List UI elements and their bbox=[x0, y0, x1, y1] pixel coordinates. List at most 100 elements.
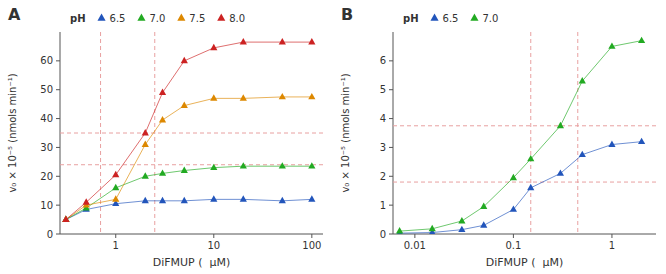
data-point bbox=[181, 197, 188, 203]
y-tick-label: 60 bbox=[40, 55, 53, 66]
plot-area bbox=[393, 32, 656, 234]
data-point bbox=[62, 216, 69, 222]
data-point bbox=[210, 195, 217, 201]
legend-marker bbox=[217, 14, 225, 21]
legend-label: 7.0 bbox=[482, 13, 498, 24]
y-tick-label: 40 bbox=[40, 113, 53, 124]
data-point bbox=[308, 38, 315, 44]
data-point bbox=[83, 198, 90, 204]
x-tick-label: 1 bbox=[609, 240, 615, 251]
data-point bbox=[240, 162, 247, 168]
x-tick bbox=[213, 234, 214, 238]
data-point bbox=[279, 93, 286, 99]
data-point bbox=[159, 197, 166, 203]
y-axis-label: v₀ × 10⁻⁵ (nmols min⁻¹) bbox=[340, 73, 351, 192]
y-tick bbox=[389, 234, 393, 235]
plot-area bbox=[60, 32, 323, 234]
legend-label: 6.5 bbox=[443, 13, 459, 24]
data-point bbox=[62, 216, 69, 222]
reference-line bbox=[577, 32, 578, 234]
y-axis-label: v₀ × 10⁻⁵ (nmols min⁻¹) bbox=[7, 73, 18, 192]
chart-root: 0102030405060110100DiFMUP ( μM)v₀ × 10⁻⁵… bbox=[0, 0, 666, 274]
data-point bbox=[142, 129, 149, 135]
legend-label: 6.5 bbox=[110, 13, 126, 24]
y-tick bbox=[389, 89, 393, 90]
data-point bbox=[308, 162, 315, 168]
data-point bbox=[308, 93, 315, 99]
legend: pH6.57.07.58.0 bbox=[70, 13, 245, 24]
legend-marker bbox=[470, 14, 478, 21]
y-tick bbox=[389, 118, 393, 119]
data-point bbox=[527, 155, 534, 161]
legend-marker bbox=[137, 14, 145, 21]
y-tick bbox=[389, 60, 393, 61]
data-point bbox=[638, 37, 645, 43]
data-point bbox=[112, 195, 119, 201]
y-tick-label: 2 bbox=[380, 171, 386, 182]
reference-line bbox=[60, 133, 323, 134]
legend: pH 6.5 7.0 bbox=[403, 13, 498, 24]
x-tick bbox=[414, 234, 415, 238]
data-point bbox=[279, 162, 286, 168]
x-axis-label: DiFMUP ( μM) bbox=[153, 256, 231, 269]
data-point bbox=[181, 167, 188, 173]
y-tick-label: 5 bbox=[380, 84, 386, 95]
x-tick-label: 10 bbox=[207, 240, 220, 251]
legend-label: 7.5 bbox=[189, 13, 205, 24]
x-tick bbox=[513, 234, 514, 238]
x-tick bbox=[311, 234, 312, 238]
data-point bbox=[142, 172, 149, 178]
data-point bbox=[159, 116, 166, 122]
reference-line bbox=[154, 32, 155, 234]
y-tick-label: 20 bbox=[40, 171, 53, 182]
panel-title: A bbox=[8, 5, 21, 24]
data-point bbox=[112, 184, 119, 190]
y-tick-label: 3 bbox=[380, 142, 386, 153]
x-tick-label: 0.01 bbox=[404, 240, 426, 251]
data-point bbox=[181, 57, 188, 63]
data-point bbox=[210, 164, 217, 170]
panel: 01234560.010.11DiFMUP ( μM)v₀ × 10⁻⁵ (nm… bbox=[340, 5, 656, 269]
legend-marker bbox=[177, 14, 185, 21]
data-point bbox=[112, 171, 119, 177]
data-point bbox=[210, 94, 217, 100]
x-axis-line bbox=[60, 234, 323, 235]
data-point bbox=[557, 169, 564, 175]
y-tick bbox=[56, 147, 60, 148]
data-point bbox=[142, 197, 149, 203]
y-tick bbox=[389, 147, 393, 148]
data-point bbox=[480, 221, 487, 227]
data-point bbox=[480, 203, 487, 209]
series-line bbox=[66, 97, 312, 220]
data-point bbox=[279, 38, 286, 44]
y-tick bbox=[389, 205, 393, 206]
data-point bbox=[159, 89, 166, 95]
y-tick bbox=[56, 60, 60, 61]
legend-title: pH bbox=[70, 13, 86, 24]
data-point bbox=[240, 38, 247, 44]
data-point bbox=[510, 205, 517, 211]
y-tick-label: 10 bbox=[40, 200, 53, 211]
x-tick bbox=[115, 234, 116, 238]
series-line bbox=[66, 166, 312, 219]
data-point bbox=[608, 42, 615, 48]
data-point bbox=[142, 141, 149, 147]
y-tick-label: 6 bbox=[380, 55, 386, 66]
y-tick bbox=[56, 118, 60, 119]
y-tick-label: 50 bbox=[40, 84, 53, 95]
legend-title: pH bbox=[403, 13, 419, 24]
data-point bbox=[279, 197, 286, 203]
data-point bbox=[62, 216, 69, 222]
data-point bbox=[579, 77, 586, 83]
data-point bbox=[510, 174, 517, 180]
y-tick-label: 30 bbox=[40, 142, 53, 153]
y-tick bbox=[56, 234, 60, 235]
series-line bbox=[400, 41, 642, 231]
x-tick bbox=[611, 234, 612, 238]
data-point bbox=[608, 141, 615, 147]
x-axis-label: DiFMUP ( μM) bbox=[486, 256, 564, 269]
x-tick-label: 100 bbox=[302, 240, 321, 251]
y-tick-label: 1 bbox=[380, 200, 386, 211]
legend-label: 8.0 bbox=[229, 13, 245, 24]
legend-marker bbox=[430, 14, 438, 21]
